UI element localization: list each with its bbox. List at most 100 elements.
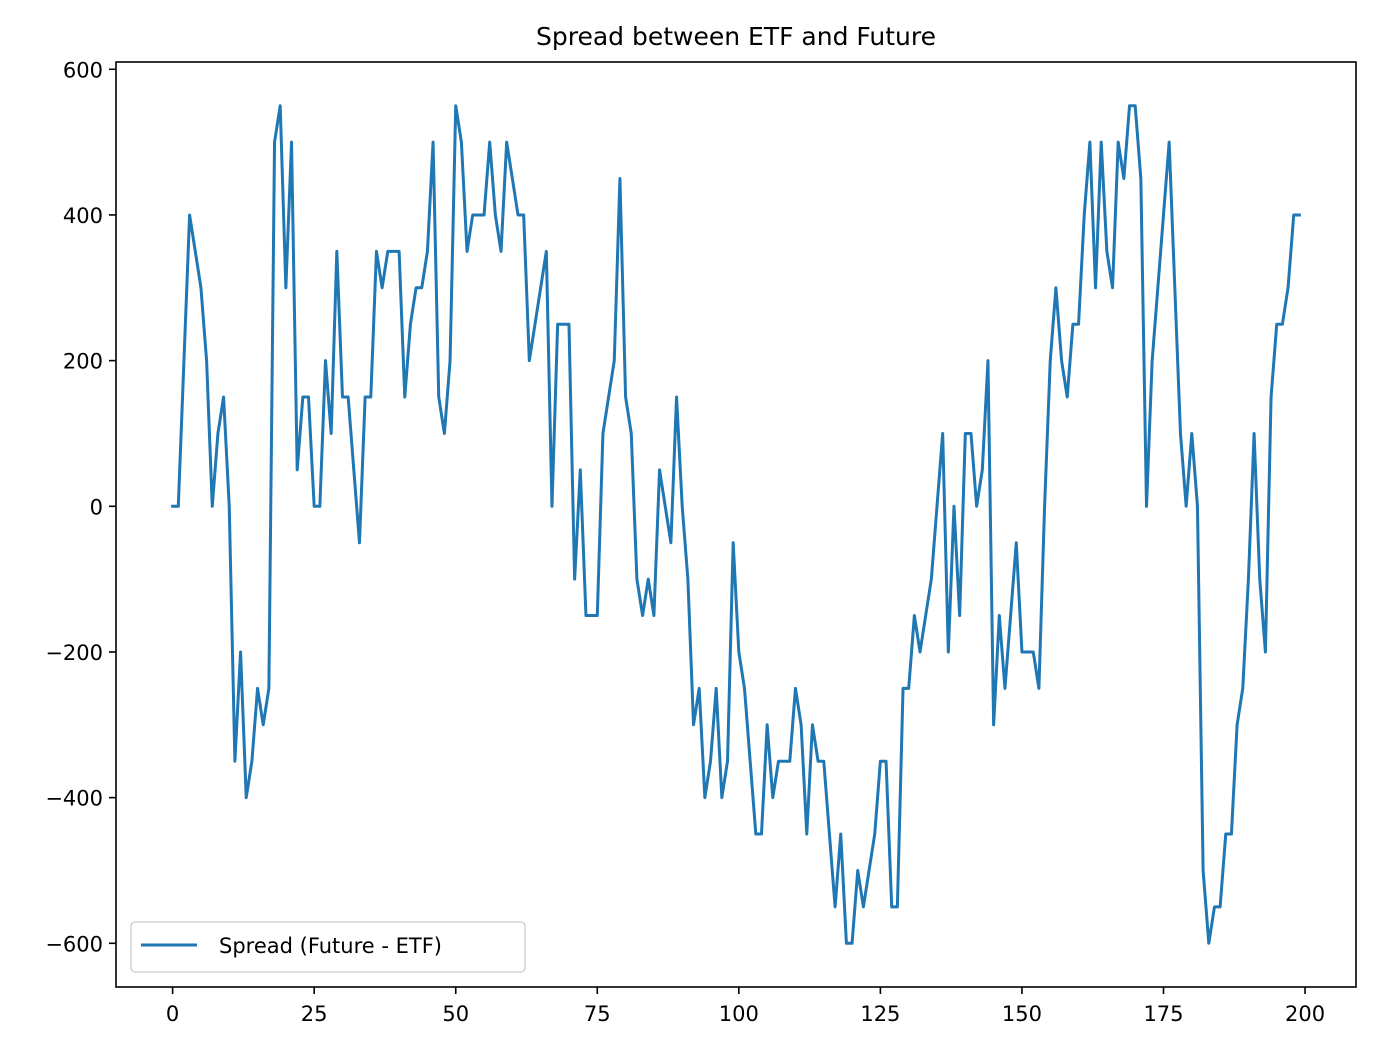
data-point	[550, 505, 553, 508]
data-point	[1156, 286, 1159, 289]
data-point	[1230, 833, 1233, 836]
data-point	[805, 833, 808, 836]
data-point	[364, 396, 367, 399]
data-point	[1043, 505, 1046, 508]
data-point	[1162, 213, 1165, 216]
data-point	[1224, 833, 1227, 836]
data-point	[907, 687, 910, 690]
x-tick-label: 125	[860, 1002, 900, 1026]
data-point	[205, 359, 208, 362]
data-point	[1292, 213, 1295, 216]
data-point	[596, 614, 599, 617]
data-point	[590, 614, 593, 617]
data-point	[494, 213, 497, 216]
x-tick-label: 175	[1143, 1002, 1183, 1026]
data-point	[607, 396, 610, 399]
data-point	[754, 833, 757, 836]
x-tick-label: 25	[301, 1002, 328, 1026]
data-point	[398, 250, 401, 253]
series-line-spread	[171, 104, 1301, 945]
y-tick-label: −200	[45, 641, 103, 665]
data-point	[1168, 141, 1171, 144]
data-point	[902, 687, 905, 690]
data-point	[545, 250, 548, 253]
x-tick-label: 0	[166, 1002, 179, 1026]
data-point	[924, 614, 927, 617]
data-point	[324, 359, 327, 362]
data-point	[301, 396, 304, 399]
data-point	[692, 723, 695, 726]
data-point	[505, 141, 508, 144]
data-point	[307, 396, 310, 399]
data-point	[573, 578, 576, 581]
data-point	[1054, 286, 1057, 289]
data-point	[1202, 869, 1205, 872]
data-point	[517, 213, 520, 216]
x-tick-label: 50	[442, 1002, 469, 1026]
data-point	[386, 250, 389, 253]
data-point	[1139, 177, 1142, 180]
data-point	[483, 213, 486, 216]
data-point	[313, 505, 316, 508]
data-point	[720, 796, 723, 799]
data-point	[522, 213, 525, 216]
data-point	[1117, 141, 1120, 144]
data-point	[624, 396, 627, 399]
data-point	[534, 323, 537, 326]
data-point	[1088, 141, 1091, 144]
data-point	[460, 141, 463, 144]
data-point	[800, 723, 803, 726]
data-point	[1213, 905, 1216, 908]
data-point	[737, 650, 740, 653]
data-point	[1003, 687, 1006, 690]
data-point	[420, 286, 423, 289]
data-point	[415, 286, 418, 289]
data-point	[1247, 578, 1250, 581]
data-point	[698, 687, 701, 690]
data-point	[1298, 213, 1301, 216]
data-point	[341, 396, 344, 399]
data-point	[896, 905, 899, 908]
data-point	[947, 650, 950, 653]
data-point	[290, 141, 293, 144]
series-layer	[171, 104, 1301, 945]
data-point	[1185, 505, 1188, 508]
data-point	[1071, 323, 1074, 326]
data-point	[262, 723, 265, 726]
data-point	[539, 286, 542, 289]
data-point	[228, 505, 231, 508]
data-point	[868, 869, 871, 872]
y-tick-label: 400	[63, 204, 103, 228]
data-point	[919, 650, 922, 653]
x-tick-label: 200	[1285, 1002, 1325, 1026]
data-point	[822, 760, 825, 763]
data-point	[1281, 323, 1284, 326]
data-point	[284, 286, 287, 289]
data-point	[511, 177, 514, 180]
data-point	[437, 396, 440, 399]
data-point	[488, 141, 491, 144]
data-point	[1128, 104, 1131, 107]
data-point	[1287, 286, 1290, 289]
data-point	[1258, 578, 1261, 581]
data-point	[250, 760, 253, 763]
data-point	[1122, 177, 1125, 180]
data-point	[222, 396, 225, 399]
data-point	[885, 760, 888, 763]
data-point	[675, 396, 678, 399]
data-point	[471, 213, 474, 216]
data-point	[347, 396, 350, 399]
data-point	[1060, 359, 1063, 362]
data-point	[182, 359, 185, 362]
data-point	[443, 432, 446, 435]
y-tick-label: 600	[63, 58, 103, 82]
data-point	[641, 614, 644, 617]
data-point	[449, 359, 452, 362]
data-point	[177, 505, 180, 508]
data-point	[199, 286, 202, 289]
data-point	[930, 578, 933, 581]
x-tick-label: 75	[584, 1002, 611, 1026]
data-point	[1037, 687, 1040, 690]
data-point	[352, 468, 355, 471]
y-tick-label: 200	[63, 350, 103, 374]
